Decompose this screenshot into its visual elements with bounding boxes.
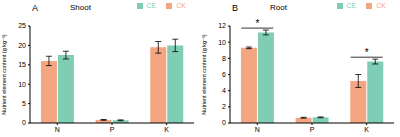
svg-text:20: 20 (18, 42, 26, 49)
html-text:Shoot: Shoot (70, 3, 91, 12)
svg-text:4: 4 (222, 87, 226, 94)
html-text:CK: CK (176, 2, 186, 9)
html-text:CK: CK (376, 2, 386, 9)
svg-text:5: 5 (22, 100, 26, 107)
svg-text:P: P (110, 126, 115, 133)
svg-text:*: * (255, 18, 259, 29)
svg-text:10: 10 (18, 81, 26, 88)
html-text:A: A (32, 3, 38, 13)
svg-text:15: 15 (18, 61, 26, 68)
html-text:B: B (232, 3, 238, 13)
svg-text:N: N (55, 126, 60, 133)
svg-text:25: 25 (18, 22, 26, 29)
html-text:Root: Root (270, 3, 287, 12)
svg-text:0: 0 (22, 119, 26, 126)
svg-text:N: N (255, 126, 260, 133)
html-text:CE: CE (146, 2, 157, 9)
html-text:CE: CE (346, 2, 357, 9)
svg-text:P: P (310, 126, 315, 133)
svg-text:6: 6 (222, 71, 226, 78)
svg-text:0: 0 (222, 119, 226, 126)
svg-text:2: 2 (222, 103, 226, 110)
svg-text:Nutrient element content (g kg: Nutrient element content (g kg⁻¹) (201, 34, 207, 114)
svg-text:8: 8 (222, 55, 226, 62)
svg-text:K: K (364, 126, 369, 133)
svg-text:12: 12 (218, 22, 226, 29)
svg-text:10: 10 (218, 39, 226, 46)
svg-text:K: K (164, 126, 169, 133)
svg-text:*: * (365, 47, 369, 58)
